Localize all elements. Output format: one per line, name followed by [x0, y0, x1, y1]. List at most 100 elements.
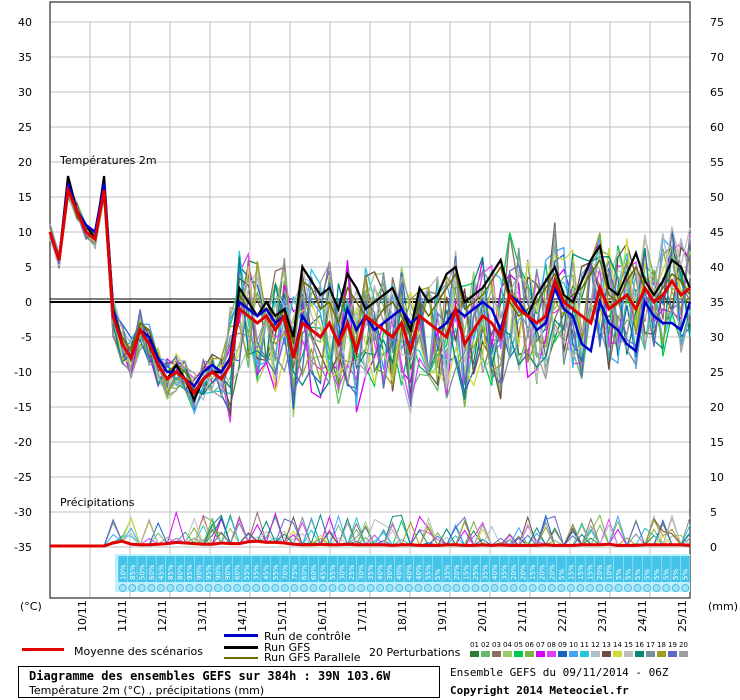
precip-prob-label: 60% [310, 564, 318, 580]
svg-text:20%: 20% [596, 564, 604, 580]
svg-text:15/11: 15/11 [276, 600, 289, 632]
precip-prob-dot [195, 584, 203, 592]
precip-prob-label: 40% [415, 564, 423, 580]
precip-prob-dot [185, 584, 194, 592]
precip-prob-label: 45% [157, 564, 165, 580]
left-tick-label: -5 [21, 331, 32, 344]
precip-prob-cell [490, 556, 500, 582]
svg-text:15%: 15% [567, 564, 575, 580]
perturbation-number: 16 [635, 641, 644, 649]
precip-prob-cell [623, 556, 633, 582]
precip-prob-dot [290, 584, 299, 592]
precip-prob-dot [223, 584, 232, 592]
precip-prob-cell [213, 556, 223, 582]
precip-prob-dot [633, 584, 642, 592]
right-tick-label: 20 [710, 401, 724, 414]
right-tick-label: 40 [710, 261, 724, 274]
precip-prob-cell [299, 556, 309, 582]
precip-prob-dot [156, 584, 165, 592]
legend-label-run-controle: Run de contrôle [264, 630, 351, 643]
svg-text:17/11: 17/11 [356, 600, 369, 632]
precip-prob-dot [576, 584, 585, 592]
precip-prob-cell [480, 556, 490, 582]
precip-prob-label: 35% [501, 564, 509, 580]
svg-text:90%: 90% [224, 564, 232, 580]
precip-prob-cell [461, 556, 471, 582]
svg-text:60%: 60% [234, 564, 242, 580]
precip-prob-cell [156, 556, 166, 582]
precip-prob-cell [232, 556, 242, 582]
x-tick-label: 18/11 [396, 600, 409, 632]
precip-prob-cell [499, 556, 509, 582]
legend-label-run-gfs-parallele: Run GFS Parallele [264, 651, 361, 664]
precip-prob-dot [299, 584, 308, 592]
precip-prob-cell [566, 556, 576, 582]
precip-prob-cell [547, 556, 557, 582]
svg-text:15%: 15% [577, 564, 585, 580]
precip-prob-dot [509, 584, 518, 592]
perturbation-number: 12 [591, 641, 600, 649]
precip-prob-dot [271, 584, 280, 592]
perturbation-swatch [558, 651, 567, 657]
precip-prob-dot [366, 584, 375, 592]
svg-text:95%: 95% [186, 564, 194, 580]
left-axis-unit: (°C) [20, 600, 42, 613]
precip-prob-cell [471, 556, 480, 582]
precip-prob-cell [528, 556, 538, 582]
precip-prob-label: 95% [186, 564, 194, 580]
left-axis-ticks: 40 35 30 25 20 15 10 5 0 -5 -10 -15 -20 -25 -30 -35 [14, 16, 32, 554]
precip-prob-cell [356, 556, 366, 582]
precip-prob-label: 5% [653, 569, 661, 580]
precip-prob-cell [442, 556, 452, 582]
svg-text:40%: 40% [377, 564, 385, 580]
right-axis-unit: (mm) [708, 600, 738, 613]
svg-text:5%: 5% [663, 569, 671, 580]
svg-text:11/11: 11/11 [116, 600, 129, 632]
svg-text:5%: 5% [653, 569, 661, 580]
legend-label-run-gfs: Run GFS [264, 641, 311, 654]
precip-prob-cell [289, 556, 299, 582]
svg-text:55%: 55% [329, 564, 337, 580]
precip-prob-cell [680, 556, 690, 582]
precip-prob-label: 5% [634, 569, 642, 580]
x-tick-label: 25/11 [676, 600, 689, 632]
perturbation-number: 11 [580, 641, 589, 649]
svg-text:80%: 80% [176, 564, 184, 580]
precip-prob-label: 55% [424, 564, 432, 580]
perturbation-lines [49, 181, 691, 423]
precip-prob-cell [671, 556, 681, 582]
svg-text:40%: 40% [396, 564, 404, 580]
precip-prob-dot [357, 584, 366, 592]
precip-prob-cell [280, 556, 290, 582]
right-tick-label: 15 [710, 436, 724, 449]
perturbation-number: 04 [503, 641, 512, 649]
precip-prob-label: 35% [482, 564, 490, 580]
svg-text:14/11: 14/11 [236, 600, 249, 632]
perturbation-swatch [580, 651, 589, 657]
precip-prob-dot [538, 584, 547, 592]
svg-text:40%: 40% [415, 564, 423, 580]
perturbation-swatch [547, 651, 556, 657]
svg-text:85%: 85% [167, 564, 175, 580]
svg-text:60%: 60% [148, 564, 156, 580]
precip-prob-dot [252, 584, 261, 592]
precip-prob-cell [614, 556, 623, 582]
precip-prob-label: 55% [329, 564, 337, 580]
precip-prob-dot [519, 584, 528, 592]
svg-text:15%: 15% [462, 564, 470, 580]
precip-prob-cell [661, 556, 671, 582]
svg-text:18/11: 18/11 [396, 600, 409, 632]
precip-prob-cell [127, 556, 137, 582]
perturbation-line [49, 185, 691, 399]
svg-text:55%: 55% [243, 564, 251, 580]
x-tick-label: 21/11 [516, 600, 529, 632]
precip-prob-label: 40% [377, 564, 385, 580]
svg-text:5%: 5% [434, 569, 442, 580]
perturbation-swatch [503, 651, 512, 657]
right-tick-label: 35 [710, 296, 724, 309]
precip-prob-dot [261, 584, 270, 592]
temperature-label: Températures 2m [59, 154, 157, 167]
precip-prob-dot [280, 584, 289, 592]
svg-text:24/11: 24/11 [636, 600, 649, 632]
